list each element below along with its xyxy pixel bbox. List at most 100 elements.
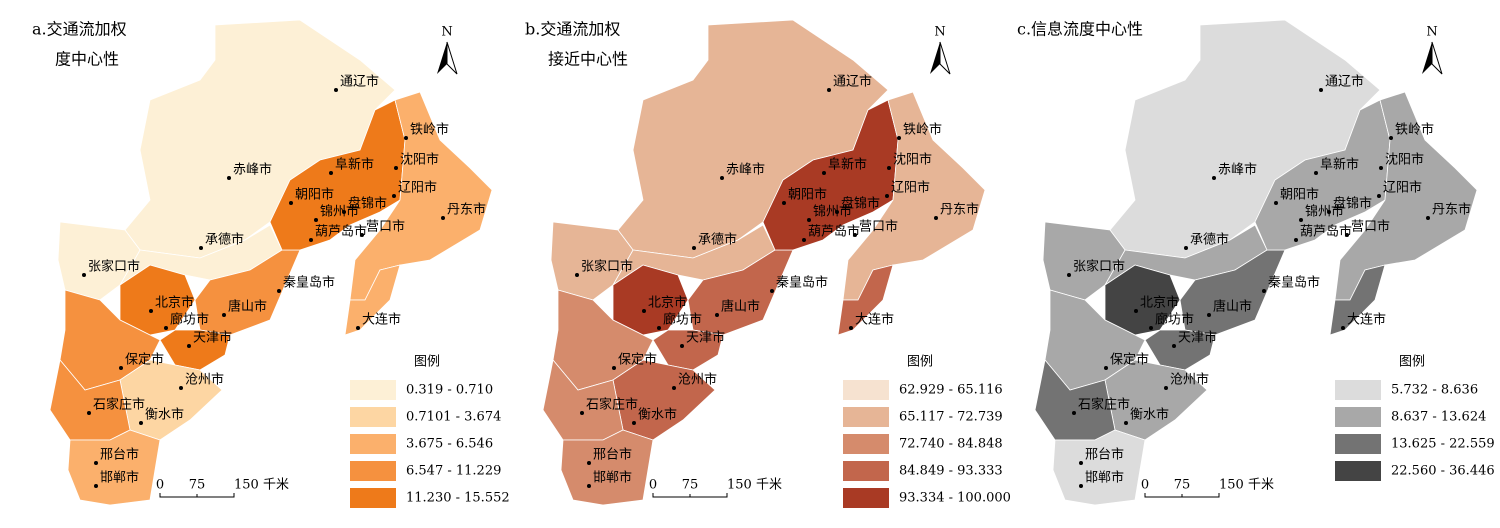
legend-swatch: [843, 461, 889, 481]
city-dot: [1164, 386, 1168, 390]
city-dot: [179, 386, 183, 390]
city-label: 丹东市: [940, 202, 979, 218]
city-dot: [1207, 313, 1211, 317]
scale-label: 150 千米: [234, 478, 289, 493]
city-dot: [309, 238, 313, 242]
scale-label: 75: [682, 478, 699, 493]
scale-bar: [159, 493, 235, 498]
city-label: 沧州市: [678, 372, 717, 388]
city-dot: [1104, 366, 1108, 370]
north-label: N: [1426, 25, 1437, 40]
city-dot: [885, 194, 889, 198]
city-label: 天津市: [686, 330, 725, 346]
city-dot: [1134, 309, 1138, 313]
panel-title: 度中心性: [55, 50, 119, 69]
legend-label: 3.675 - 6.546: [406, 437, 493, 452]
city-label: 通辽市: [340, 74, 379, 90]
scale-label: 0: [1141, 478, 1149, 493]
north-arrow: [446, 41, 458, 75]
region: [1144, 329, 1216, 371]
city-label: 铁岭市: [903, 122, 942, 138]
city-label: 盘锦市: [348, 196, 387, 212]
city-dot: [314, 218, 318, 222]
city-dot: [164, 326, 168, 330]
legend-label: 0.7101 - 3.674: [406, 410, 501, 425]
city-label: 秦皇岛市: [283, 275, 335, 291]
city-dot: [807, 218, 811, 222]
city-label: 廊坊市: [1155, 312, 1194, 328]
city-dot: [1079, 484, 1083, 488]
city-dot: [782, 201, 786, 205]
legend-label: 84.849 - 93.333: [899, 464, 1003, 479]
city-label: 铁岭市: [410, 122, 449, 138]
city-label: 北京市: [1140, 295, 1179, 311]
legend-label: 22.560 - 36.446: [1391, 464, 1495, 479]
city-dot: [1389, 136, 1393, 140]
legend-swatch: [843, 380, 889, 400]
city-dot: [82, 273, 86, 277]
city-label: 朝阳市: [295, 187, 334, 203]
city-label: 承德市: [205, 232, 244, 248]
legend-label: 5.732 - 8.636: [1391, 383, 1478, 398]
city-label: 辽阳市: [398, 180, 437, 196]
city-dot: [1341, 326, 1345, 330]
city-dot: [587, 484, 591, 488]
scale-label: 150 千米: [1219, 478, 1274, 493]
city-label: 大连市: [1347, 312, 1386, 328]
city-label: 石家庄市: [1078, 397, 1130, 413]
city-label: 锦州市: [1305, 204, 1344, 220]
city-label: 沈阳市: [1385, 152, 1424, 168]
legend-swatch: [843, 488, 889, 508]
city-dot: [119, 366, 123, 370]
city-label: 张家口市: [1073, 259, 1125, 275]
city-dot: [139, 421, 143, 425]
region: [344, 264, 401, 336]
city-label: 阜新市: [335, 157, 374, 173]
region: [560, 429, 654, 506]
region: [1329, 264, 1386, 336]
region: [762, 99, 899, 251]
city-label: 邢台市: [100, 447, 139, 463]
city-label: 阜新市: [828, 157, 867, 173]
legend-swatch: [1335, 380, 1381, 400]
scale-bar: [652, 493, 728, 498]
city-label: 天津市: [1178, 330, 1217, 346]
city-label: 衡水市: [1130, 407, 1169, 423]
city-label: 铁岭市: [1395, 122, 1434, 138]
city-label: 廊坊市: [170, 312, 209, 328]
legend-title: 图例: [1399, 355, 1425, 370]
city-label: 石家庄市: [586, 397, 638, 413]
city-label: 盘锦市: [1333, 196, 1372, 212]
city-label: 丹东市: [447, 202, 486, 218]
city-label: 锦州市: [813, 204, 852, 220]
legend-label: 0.319 - 0.710: [406, 383, 493, 398]
city-dot: [1172, 344, 1176, 348]
city-dot: [692, 246, 696, 250]
city-dot: [392, 194, 396, 198]
city-dot: [441, 216, 445, 220]
city-dot: [575, 273, 579, 277]
region: [57, 221, 141, 301]
city-dot: [1294, 238, 1298, 242]
city-dot: [1067, 273, 1071, 277]
city-label: 唐山市: [1213, 299, 1252, 315]
city-dot: [632, 421, 636, 425]
city-dot: [934, 216, 938, 220]
legend-swatch: [843, 407, 889, 427]
legend-label: 65.117 - 72.739: [899, 410, 1003, 425]
city-dot: [222, 313, 226, 317]
region: [67, 429, 161, 506]
legend-label: 13.625 - 22.559: [1391, 437, 1495, 452]
legend-swatch: [1335, 407, 1381, 427]
city-label: 邢台市: [593, 447, 632, 463]
city-dot: [1262, 289, 1266, 293]
legend-swatch: [350, 434, 396, 454]
city-dot: [1319, 88, 1323, 92]
region: [159, 329, 231, 371]
city-dot: [715, 313, 719, 317]
city-label: 北京市: [155, 295, 194, 311]
city-label: 葫芦岛市: [808, 224, 860, 240]
city-dot: [802, 238, 806, 242]
region: [1254, 99, 1391, 251]
